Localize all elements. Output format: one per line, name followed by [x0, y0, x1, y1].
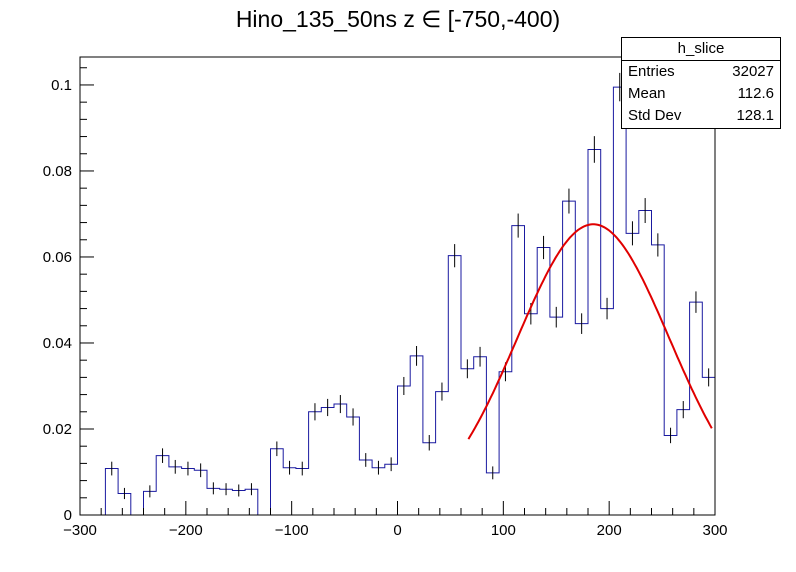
histogram-bin: [448, 256, 461, 515]
histogram-outline: [80, 86, 716, 516]
fit-curve: [467, 223, 713, 440]
error-bars: [111, 72, 710, 500]
histogram-bin: [271, 449, 284, 515]
histogram-bin: [550, 317, 563, 515]
histogram-bin: [156, 456, 169, 515]
histogram-bin: [525, 314, 538, 515]
x-tick-label: 200: [597, 522, 622, 539]
x-tick-labels: −300 −200 −100 0 100 200 300: [63, 522, 727, 539]
histogram-bin: [563, 201, 576, 515]
histogram-bin: [613, 87, 626, 515]
histogram-bin: [626, 233, 639, 515]
histogram-bin: [652, 245, 665, 515]
histogram-bin: [639, 211, 652, 515]
stats-box: h_slice Entries 32027 Mean 112.6 Std Dev…: [621, 37, 781, 129]
histogram-bin: [677, 410, 690, 515]
x-tick-label: −100: [275, 522, 309, 539]
histogram-bin: [702, 377, 715, 515]
stats-label: Mean: [628, 85, 666, 102]
histogram-bin: [664, 435, 677, 515]
histogram-bin: [588, 149, 601, 515]
y-tick-label: 0.02: [43, 421, 72, 438]
histogram-bin: [410, 356, 423, 515]
y-tick-label: 0.06: [43, 249, 72, 266]
histogram-bin: [283, 468, 296, 515]
histogram-bin: [105, 469, 118, 515]
y-tick-label: 0.08: [43, 163, 72, 180]
y-tick-label: 0: [64, 507, 72, 524]
histogram-bin: [512, 226, 525, 515]
x-tick-label: 100: [491, 522, 516, 539]
stats-value: 32027: [732, 63, 774, 80]
stats-value: 112.6: [737, 85, 774, 102]
x-tick-label: −200: [169, 522, 203, 539]
stats-histogram-name: h_slice: [622, 38, 780, 61]
histogram-bin: [347, 417, 360, 515]
histogram-bin: [474, 357, 487, 515]
histogram-bin: [461, 369, 474, 515]
histogram-bin: [575, 324, 588, 515]
histogram-bin: [436, 392, 449, 515]
y-tick-labels: 0 0.02 0.04 0.06 0.08 0.1: [43, 77, 72, 524]
histogram-bin: [359, 460, 372, 515]
histogram-bin: [182, 469, 195, 515]
y-tick-label: 0.1: [51, 77, 72, 94]
axis-ticks: [79, 67, 716, 516]
histogram-bin: [296, 469, 309, 515]
histogram-bin: [499, 372, 512, 515]
stats-row-stddev: Std Dev 128.1: [622, 105, 780, 127]
histogram-bin: [423, 443, 436, 515]
x-tick-label: 300: [702, 522, 727, 539]
histogram-bin: [398, 386, 411, 515]
histogram-bin: [169, 467, 182, 515]
histogram-bin: [309, 412, 322, 515]
stats-label: Std Dev: [628, 107, 682, 124]
y-tick-label: 0.04: [43, 335, 72, 352]
histogram-bin: [372, 468, 385, 515]
stats-value: 128.1: [736, 107, 774, 124]
histogram-bin: [321, 407, 334, 515]
histogram-bin: [385, 464, 398, 515]
x-tick-label: −300: [63, 522, 97, 539]
chart-title: Hino_135_50ns z ∈ [-750,-400): [235, 6, 561, 32]
stats-label: Entries: [628, 63, 675, 80]
stats-row-mean: Mean 112.6: [622, 83, 780, 105]
histogram-bin: [601, 309, 614, 515]
histogram-series: [80, 86, 716, 516]
histogram-bin: [334, 404, 347, 515]
stats-row-entries: Entries 32027: [622, 61, 780, 83]
x-tick-label: 0: [393, 522, 401, 539]
